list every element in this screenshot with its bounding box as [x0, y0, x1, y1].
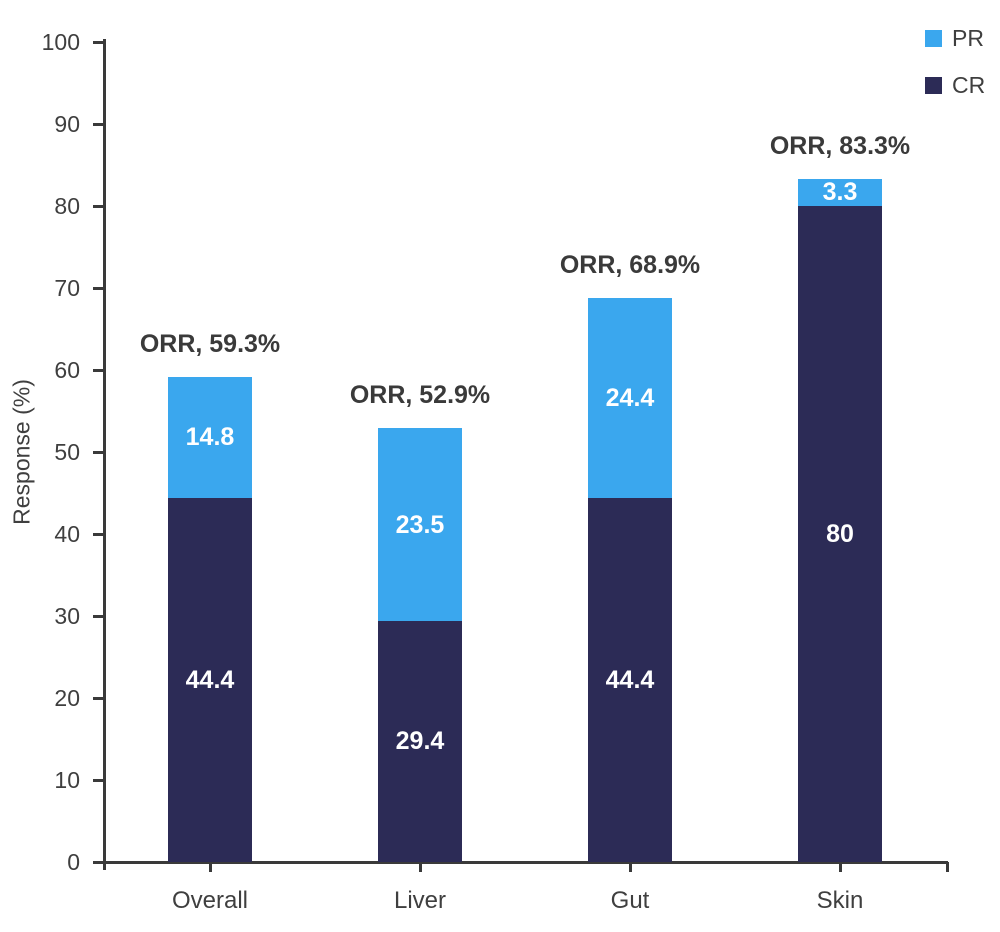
segment-label-cr: 44.4: [605, 665, 655, 694]
segment-label-pr: 23.5: [395, 510, 445, 539]
legend-item-pr: PR: [925, 25, 984, 52]
segment-label-cr: 80: [826, 520, 854, 548]
x-tick: [418, 862, 422, 872]
segment-label-cr: 29.4: [395, 727, 445, 756]
orr-annotation: ORR, 52.9%: [349, 381, 491, 410]
x-category-label: Skin: [816, 887, 864, 914]
y-axis-line: [103, 39, 106, 870]
bar-segment-cr-liver: [378, 620, 462, 862]
pr-color-swatch: [925, 30, 942, 47]
y-tick-label: 70: [54, 275, 80, 301]
y-tick: [93, 122, 103, 126]
y-tick-label: 40: [54, 521, 80, 547]
y-tick-label: 30: [54, 603, 80, 629]
y-tick: [93, 204, 103, 208]
y-tick-label: 80: [54, 193, 80, 219]
orr-annotation: ORR, 68.9%: [559, 250, 701, 279]
legend: PR CR: [925, 0, 1000, 100]
legend-label-pr: PR: [952, 25, 984, 51]
bar-segment-pr-gut: [588, 297, 672, 498]
bar-segment-cr-overall: [168, 497, 252, 862]
orr-annotation: ORR, 59.3%: [139, 329, 281, 358]
x-category-label: Liver: [393, 887, 447, 914]
x-axis-line: [103, 861, 948, 864]
y-tick: [93, 450, 103, 454]
segment-label-pr: 24.4: [605, 383, 655, 412]
bar-segment-cr-gut: [588, 497, 672, 862]
y-tick-label: 100: [41, 29, 80, 55]
bar-segment-pr-skin: [798, 178, 882, 206]
bar-segment-cr-skin: [798, 206, 882, 862]
bar-segment-pr-overall: [168, 376, 252, 498]
x-tick: [208, 862, 212, 872]
y-tick-label: 90: [54, 111, 80, 137]
segment-label-cr: 44.4: [185, 665, 235, 694]
y-tick: [93, 778, 103, 782]
y-tick: [93, 696, 103, 700]
x-axis-end-tick: [946, 862, 949, 872]
y-tick-label: 20: [54, 685, 80, 711]
y-tick-label: 10: [54, 767, 80, 793]
y-tick: [93, 368, 103, 372]
y-tick: [93, 860, 103, 864]
y-tick-label: 0: [67, 849, 80, 875]
x-category-label: Overall: [171, 887, 249, 914]
bar-segment-pr-liver: [378, 428, 462, 621]
x-tick: [628, 862, 632, 872]
y-tick: [93, 532, 103, 536]
y-tick: [93, 614, 103, 618]
y-tick: [93, 286, 103, 290]
y-tick-label: 50: [54, 439, 80, 465]
orr-annotation: ORR, 83.3%: [769, 131, 911, 160]
y-tick-label: 60: [54, 357, 80, 383]
cr-color-swatch: [925, 77, 942, 94]
x-category-label: Gut: [610, 887, 650, 914]
segment-label-pr: 3.3: [822, 178, 858, 207]
x-tick: [838, 862, 842, 872]
segment-label-pr: 14.8: [185, 423, 235, 452]
legend-item-cr: CR: [925, 72, 985, 99]
y-tick: [93, 40, 103, 44]
legend-label-cr: CR: [952, 72, 986, 98]
